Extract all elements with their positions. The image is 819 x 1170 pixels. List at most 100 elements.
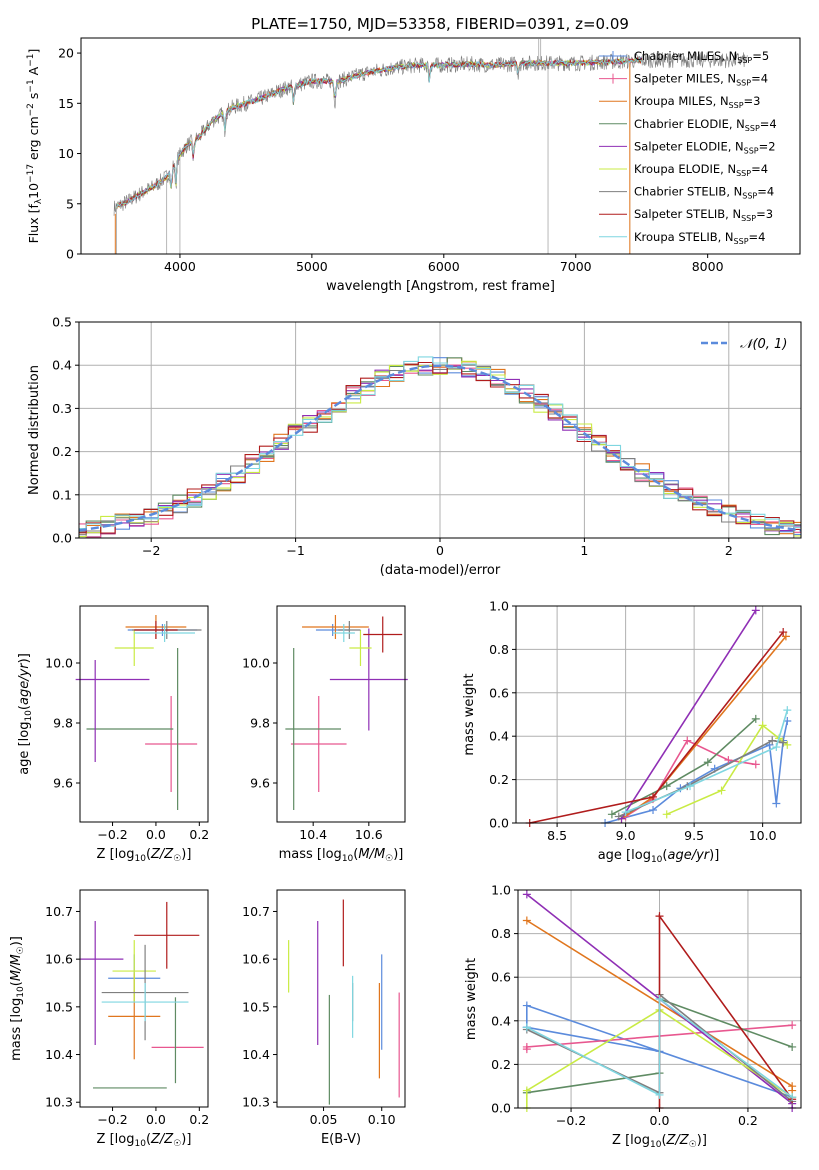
label-part: ☉ xyxy=(173,854,181,864)
model-spectrum-salpeter-miles xyxy=(116,58,642,208)
legend-entry: Kroupa MILES, NSSP=3 xyxy=(634,94,760,110)
y-tick-label: 15 xyxy=(58,96,74,111)
errorbar-kroupa-stelib xyxy=(332,624,355,642)
x-tick-label: 7000 xyxy=(560,259,592,274)
y-tick-label: 0.6 xyxy=(491,970,511,985)
y-tick-label: 20 xyxy=(58,46,74,61)
label-part: ☉ xyxy=(385,854,393,864)
label-part: Z/Z xyxy=(666,1133,690,1148)
plot-area xyxy=(285,615,408,810)
panel-1: −2 −1 0 1 2 0.0 0.1 0.2 0.3 0.4 0.5 (data-model)/er… xyxy=(27,315,802,578)
legend-subscript: SSP xyxy=(729,101,744,110)
line-kroupa-elodie xyxy=(526,1008,793,1108)
chart-title: PLATE=1750, MJD=53358, FIBERID=0391, z=0… xyxy=(251,15,629,33)
legend-subscript: SSP xyxy=(737,56,752,65)
label-part: ☉ xyxy=(173,1139,181,1149)
point-marker xyxy=(522,1086,531,1095)
y-tick-label: 9.6 xyxy=(53,776,73,791)
y-tick-label: 0.0 xyxy=(489,816,509,831)
point-marker xyxy=(772,799,781,808)
model-spectrum-kroupa-stelib xyxy=(116,58,643,208)
x-tick-label: 10.6 xyxy=(355,827,383,842)
model-spectrum-salpeter-elodie xyxy=(116,57,642,210)
axes-frame xyxy=(79,889,209,1108)
x-tick-label: 5000 xyxy=(296,259,328,274)
y-tick-label: 0.8 xyxy=(491,926,511,941)
legend-subscript: SSP xyxy=(734,237,749,246)
panel-5: −0.2 0.0 0.210.310.410.510.610.7Z [log10(Z… xyxy=(9,889,209,1149)
label-part: mass [log xyxy=(9,998,24,1061)
y-tick-label: 10.5 xyxy=(45,999,73,1014)
x-axis-label: wavelength [Angstrom, rest frame] xyxy=(326,279,555,294)
plot-area xyxy=(288,899,400,1105)
x-axis-label: Z [log10(Z/Z☉)] xyxy=(97,1132,192,1149)
errorbar-salpeter-stelib xyxy=(134,901,200,969)
plot-area xyxy=(525,606,792,827)
line-salpeter-elodie xyxy=(620,609,757,820)
x-axis-label: age [log10(age/yr)] xyxy=(598,848,720,865)
label-part: )] xyxy=(709,848,719,863)
x-tick-label: 0.2 xyxy=(189,827,209,842)
point-marker xyxy=(655,995,664,1003)
y-tick-label: 0.8 xyxy=(489,642,509,657)
point-marker xyxy=(779,628,788,637)
x-axis-label: Z [log10(Z/Z☉)] xyxy=(97,847,192,864)
y-tick-label: 10.6 xyxy=(45,952,73,967)
y-tick-label: 0 xyxy=(66,247,74,262)
errorbar-chabrier-stelib xyxy=(338,621,361,639)
legend-nssp: =2 xyxy=(759,139,776,153)
model-spectrum-chabrier-miles xyxy=(116,57,643,207)
x-axis-label: E(B-V) xyxy=(321,1132,361,1147)
label-part: ☉ xyxy=(16,946,26,954)
y-tick-label: 10.0 xyxy=(242,656,270,671)
point-marker xyxy=(768,736,777,745)
line-kroupa-stelib xyxy=(625,709,789,813)
point-marker xyxy=(783,740,792,749)
legend-subscript: SSP xyxy=(736,79,751,88)
label-part: Z/Z xyxy=(150,847,174,862)
label-part: 10 xyxy=(342,854,354,864)
plot-area xyxy=(113,39,748,254)
legend-entry: Salpeter ELODIE, NSSP=2 xyxy=(634,139,776,155)
y-tick-label: 10.7 xyxy=(242,904,270,919)
axes-frame xyxy=(276,889,406,1108)
errorbar-salpeter-miles xyxy=(290,696,347,792)
legend-entry: Salpeter STELIB, NSSP=3 xyxy=(634,207,773,223)
label-part: 10 xyxy=(651,855,663,865)
y-tick-label: 10.7 xyxy=(45,904,73,919)
label-part: M/M xyxy=(9,954,24,981)
y-axis-label: Normed distribution xyxy=(27,365,42,495)
point-marker xyxy=(724,756,733,765)
y-tick-label: 9.8 xyxy=(250,716,270,731)
legend-nssp: =3 xyxy=(744,94,761,108)
point-marker xyxy=(614,812,623,821)
y-tick-label: 0.0 xyxy=(52,531,72,546)
x-tick-label: −0.2 xyxy=(556,1113,586,1128)
legend-subscript: SSP xyxy=(741,214,756,223)
x-tick-label: 1 xyxy=(580,543,588,558)
x-tick-label: 0.05 xyxy=(310,1112,338,1127)
legend-entry: Chabrier ELODIE, NSSP=4 xyxy=(634,117,777,133)
point-marker xyxy=(788,1021,797,1030)
point-marker xyxy=(662,810,671,819)
y-axis-label: Flux [fλ10−17 erg cm−2 s−1 A−1] xyxy=(26,49,44,244)
y-tick-label: 10 xyxy=(58,146,74,161)
point-marker xyxy=(522,916,531,925)
x-tick-label: 9.0 xyxy=(616,828,636,843)
label-part: )] xyxy=(393,847,403,862)
normal-curve xyxy=(78,364,802,532)
point-marker xyxy=(655,912,664,921)
plot-area xyxy=(78,356,802,539)
label-part: age [log xyxy=(17,722,32,775)
x-tick-label: 0.10 xyxy=(368,1112,396,1127)
hist-kroupa-elodie xyxy=(79,360,801,538)
x-axis-label: (data-model)/error xyxy=(380,563,501,578)
legend-subscript: SSP xyxy=(744,146,759,155)
label-part: )] xyxy=(17,653,32,663)
panel-2: −0.2 0.0 0.29.69.810.0Z [log10(Z/Z☉)]age [… xyxy=(17,605,209,864)
axes-frame xyxy=(517,889,802,1109)
x-tick-label: 8000 xyxy=(692,259,724,274)
label-part: ( xyxy=(661,1133,666,1148)
x-tick-label: 9.5 xyxy=(684,828,704,843)
model-spectrum-kroupa-miles xyxy=(116,57,643,209)
